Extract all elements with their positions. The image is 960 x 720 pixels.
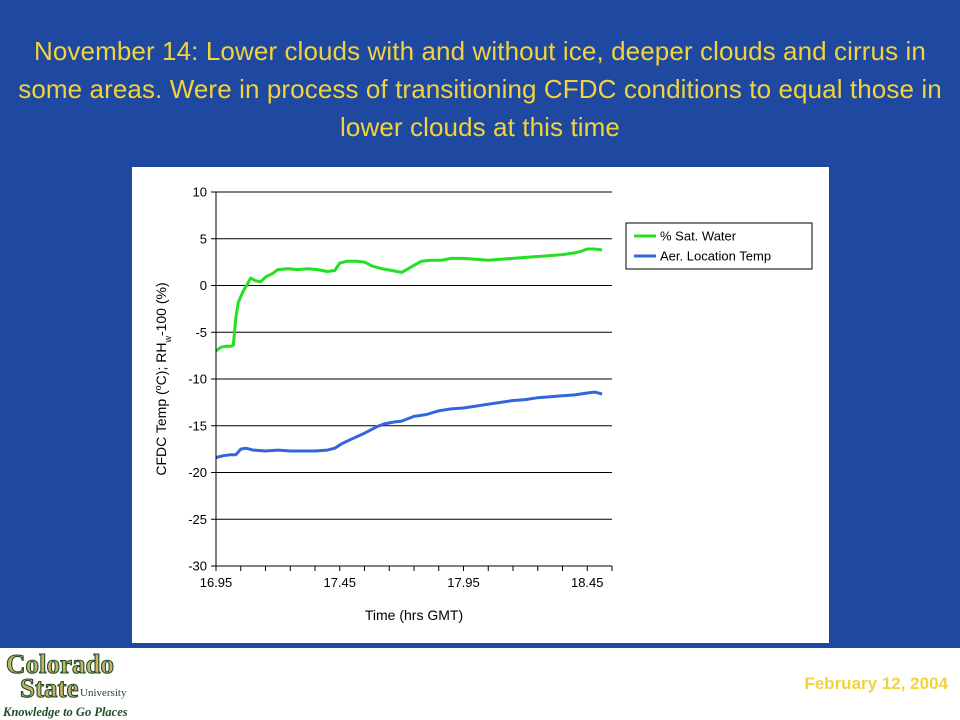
y-axis-label-part-a: CFDC Temp ( bbox=[153, 390, 169, 476]
logo-word-colorado: Colorado bbox=[6, 649, 114, 679]
y-tick-label: 0 bbox=[200, 278, 207, 293]
x-tick-label: 18.45 bbox=[571, 575, 604, 590]
series-lines bbox=[215, 247, 603, 459]
y-tick-label: -15 bbox=[188, 418, 207, 433]
y-axis-label-part-c: -100 (%) bbox=[153, 282, 169, 336]
y-tick-label: -20 bbox=[188, 465, 207, 480]
gridlines bbox=[216, 191, 612, 567]
x-tick-label: 17.95 bbox=[447, 575, 480, 590]
x-tick-label: 16.95 bbox=[200, 575, 233, 590]
y-tick-label: 10 bbox=[193, 185, 207, 200]
legend: % Sat. Water Aer. Location Temp bbox=[625, 222, 813, 270]
logo-word-state: State bbox=[20, 673, 78, 703]
logo-tagline: Knowledge to Go Places bbox=[2, 705, 128, 719]
chart-panel: 10 5 0 -5 -10 -15 -20 -25 -30 16.95 17.45 17.95 18.4… bbox=[132, 167, 829, 643]
x-axis-label: Time (hrs GMT) bbox=[365, 607, 463, 623]
y-axis-label: CFDC Temp (oC); RHw-100 (%) bbox=[153, 282, 173, 475]
y-axis-label-superscript: o bbox=[153, 385, 163, 390]
y-tick-label: -5 bbox=[195, 325, 207, 340]
footer-bar bbox=[0, 648, 960, 720]
axes bbox=[211, 191, 613, 571]
y-tick-label: 5 bbox=[200, 231, 207, 246]
y-tick-label: -25 bbox=[188, 512, 207, 527]
university-logo: Colorado State University Knowledge to G… bbox=[2, 648, 128, 719]
slide-title: November 14: Lower clouds with and witho… bbox=[18, 36, 942, 142]
y-tick-label: -10 bbox=[188, 372, 207, 387]
y-tick-label: -30 bbox=[188, 559, 207, 574]
y-axis-label-subscript: w bbox=[163, 336, 173, 344]
series-line-1 bbox=[215, 390, 603, 459]
legend-label-sat-water: % Sat. Water bbox=[660, 229, 737, 244]
legend-label-aer-location-temp: Aer. Location Temp bbox=[660, 249, 771, 264]
slide-date: February 12, 2004 bbox=[804, 674, 948, 693]
x-tick-label: 17.45 bbox=[323, 575, 356, 590]
y-axis-label-part-b: C); RH bbox=[153, 343, 169, 386]
legend-box bbox=[625, 222, 813, 270]
series-line-0 bbox=[215, 247, 603, 353]
logo-word-university: University bbox=[80, 687, 127, 699]
